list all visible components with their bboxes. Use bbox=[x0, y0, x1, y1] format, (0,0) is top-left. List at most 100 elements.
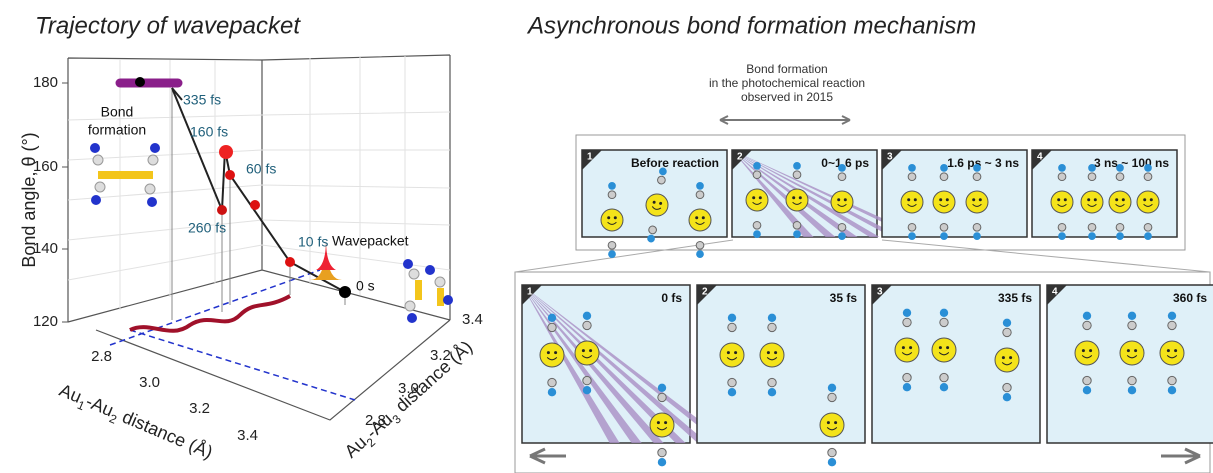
eye bbox=[1167, 349, 1170, 352]
eye bbox=[767, 351, 770, 354]
note-line: observed in 2015 bbox=[741, 90, 833, 104]
note-line: in the photochemical reaction bbox=[709, 76, 865, 90]
gold-atom bbox=[720, 343, 744, 367]
left-title: Trajectory of wavepacket bbox=[35, 12, 301, 39]
panel-label: 1.6 ps ~ 3 ns bbox=[947, 156, 1019, 170]
ligand bbox=[940, 223, 948, 231]
ligand bbox=[793, 162, 801, 170]
annotation: 335 fs bbox=[183, 92, 221, 108]
gold-atom bbox=[933, 191, 955, 213]
ligand bbox=[1168, 312, 1176, 320]
eye bbox=[1143, 198, 1146, 201]
gold-atom bbox=[650, 413, 674, 437]
gold-atom bbox=[895, 338, 919, 362]
gold-atom bbox=[1075, 341, 1099, 365]
eye bbox=[827, 421, 830, 424]
ligand bbox=[1088, 164, 1096, 172]
eye bbox=[1089, 349, 1092, 352]
panel-label: 3 ns ~ 100 ns bbox=[1094, 156, 1169, 170]
gold-atom bbox=[1081, 191, 1103, 213]
gold-atom bbox=[831, 191, 853, 213]
ligand bbox=[1116, 223, 1124, 231]
ligand bbox=[608, 191, 616, 199]
panel-number: 4 bbox=[1037, 152, 1043, 163]
ligand bbox=[1168, 376, 1176, 384]
ligand bbox=[696, 182, 704, 190]
y-tick-label: 180 bbox=[33, 74, 58, 91]
eye bbox=[727, 351, 730, 354]
marker bbox=[219, 145, 233, 159]
ligand bbox=[768, 378, 776, 386]
ligand bbox=[753, 171, 761, 179]
eye bbox=[1002, 356, 1005, 359]
panel: 4 3 ns ~ 100 ns bbox=[1032, 150, 1177, 240]
eye bbox=[582, 349, 585, 352]
eye bbox=[695, 216, 698, 219]
ligand bbox=[583, 386, 591, 394]
panel-number: 2 bbox=[737, 152, 743, 163]
ligand bbox=[548, 323, 556, 331]
panel: 235 fs bbox=[697, 285, 865, 466]
ligand bbox=[1168, 386, 1176, 394]
eye bbox=[909, 346, 912, 349]
ligand bbox=[658, 384, 666, 392]
ligand bbox=[768, 314, 776, 322]
eye bbox=[1127, 349, 1130, 352]
ligand bbox=[908, 173, 916, 181]
eye bbox=[752, 196, 755, 199]
marker bbox=[285, 257, 295, 267]
eye bbox=[1064, 198, 1067, 201]
eye bbox=[589, 349, 592, 352]
eye bbox=[657, 421, 660, 424]
ligand bbox=[1003, 328, 1011, 336]
axis-label: Au1-Au2 distance (Å) bbox=[55, 380, 216, 467]
ligand bbox=[658, 448, 666, 456]
ligand bbox=[973, 164, 981, 172]
y-tick-label: 120 bbox=[33, 313, 58, 330]
eye bbox=[1009, 356, 1012, 359]
eye bbox=[702, 216, 705, 219]
ligand bbox=[1144, 232, 1152, 240]
eye bbox=[837, 198, 840, 201]
ligand bbox=[903, 373, 911, 381]
panel-label: 335 fs bbox=[998, 291, 1032, 305]
ligand bbox=[728, 323, 736, 331]
ligand bbox=[696, 191, 704, 199]
ligand bbox=[753, 162, 761, 170]
ligand bbox=[940, 309, 948, 317]
eye bbox=[907, 198, 910, 201]
panel: 1Before reaction bbox=[582, 150, 727, 258]
ligand bbox=[583, 376, 591, 384]
ligand bbox=[940, 232, 948, 240]
ligand bbox=[838, 164, 846, 172]
marker bbox=[339, 286, 351, 298]
ligand bbox=[1128, 376, 1136, 384]
eye bbox=[759, 196, 762, 199]
panel-number: 2 bbox=[702, 287, 708, 298]
ligand bbox=[728, 388, 736, 396]
eye bbox=[664, 421, 667, 424]
ligand bbox=[1058, 232, 1066, 240]
ligand bbox=[903, 383, 911, 391]
ligand bbox=[608, 250, 616, 258]
ligand bbox=[768, 388, 776, 396]
panel-label: 360 fs bbox=[1173, 291, 1207, 305]
panel-number: 3 bbox=[887, 152, 893, 163]
ligand bbox=[548, 314, 556, 322]
eye bbox=[792, 196, 795, 199]
ligand bbox=[828, 384, 836, 392]
gold-atom bbox=[1109, 191, 1131, 213]
eye bbox=[799, 196, 802, 199]
ligand bbox=[838, 232, 846, 240]
marker bbox=[250, 200, 260, 210]
ligand bbox=[793, 230, 801, 238]
ligand bbox=[908, 232, 916, 240]
eye bbox=[1087, 198, 1090, 201]
panel-label: Before reaction bbox=[631, 156, 719, 170]
ligand bbox=[753, 221, 761, 229]
molecule bbox=[403, 259, 453, 323]
ligand bbox=[728, 378, 736, 386]
ligand bbox=[828, 393, 836, 401]
ligand bbox=[1083, 312, 1091, 320]
